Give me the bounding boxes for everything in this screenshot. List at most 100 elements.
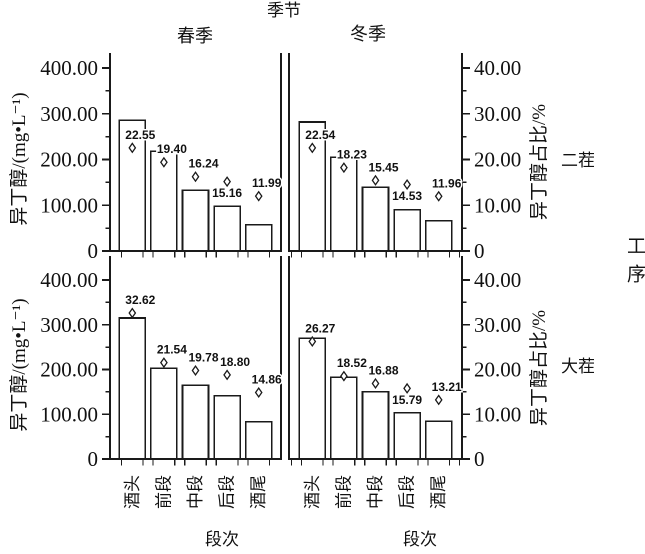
bar xyxy=(361,186,390,252)
y-tick-label: 200.00 xyxy=(40,148,98,172)
diamond-marker-icon xyxy=(308,335,317,347)
pct-value-label: 13.21 xyxy=(432,380,462,394)
pct-value-label: 15.45 xyxy=(368,160,398,174)
left-y-axis-title-bottom: 异丁醇/(mg•L⁻¹) xyxy=(9,298,30,432)
diamond-marker-icon xyxy=(403,382,411,394)
bar xyxy=(424,220,453,252)
pct-value-label: 26.27 xyxy=(305,321,335,335)
bar xyxy=(244,224,273,252)
y-tick-label: 400.00 xyxy=(40,268,98,292)
y-tick-label: 40.00 xyxy=(474,56,521,80)
bar xyxy=(330,376,358,460)
y-tick-label: 30.00 xyxy=(474,313,521,337)
y-tick-label: 0 xyxy=(474,447,485,471)
pct-value-label: 11.99 xyxy=(252,176,282,190)
y-tick-label: 30.00 xyxy=(474,102,521,126)
column-title-winter: 冬季 xyxy=(350,24,386,44)
diamond-marker-icon xyxy=(223,176,231,188)
diamond-marker-icon xyxy=(434,190,443,202)
pct-value-label: 18.23 xyxy=(337,148,367,162)
y-tick-label: 0 xyxy=(88,239,99,263)
pct-value-label: 32.62 xyxy=(125,293,155,307)
pct-value-label: 18.80 xyxy=(220,355,250,369)
right-y-axis-title-bottom: 异丁醇占比/% xyxy=(529,309,550,427)
bar xyxy=(213,395,241,460)
bar xyxy=(118,317,147,460)
category-label: 酒头 xyxy=(303,475,322,509)
figure-title: 季节 xyxy=(267,1,301,20)
y-tick-label: 0 xyxy=(88,447,99,471)
pct-value-label: 16.24 xyxy=(188,157,218,171)
y-tick-label: 300.00 xyxy=(40,313,98,337)
diamond-marker-icon xyxy=(191,171,200,183)
y-tick-label: 10.00 xyxy=(474,193,521,217)
y-tick-label: 20.00 xyxy=(474,148,521,172)
right-y-axis-title-top: 异丁醇占比/% xyxy=(529,103,550,221)
category-label: 前段 xyxy=(334,475,353,509)
row-title-daca: 大茬 xyxy=(561,357,595,376)
pct-value-label: 19.78 xyxy=(188,350,218,364)
category-label: 酒头 xyxy=(123,475,142,509)
diamond-marker-icon xyxy=(160,156,168,168)
diamond-marker-icon xyxy=(223,369,231,381)
pct-value-label: 22.54 xyxy=(305,128,335,142)
pct-value-label: 14.86 xyxy=(252,373,282,387)
y-tick-label: 100.00 xyxy=(40,402,98,426)
diamond-marker-icon xyxy=(371,377,380,389)
pct-value-label: 21.54 xyxy=(157,343,187,357)
diamond-marker-icon xyxy=(128,142,137,154)
row-title-erca: 二茬 xyxy=(561,151,595,170)
x-axis-title-left: 段次 xyxy=(205,530,239,549)
pct-value-label: 15.79 xyxy=(392,393,422,407)
pct-value-label: 18.52 xyxy=(337,356,367,370)
diamond-marker-icon xyxy=(340,370,348,382)
category-label: 中段 xyxy=(186,475,205,509)
pct-value-label: 16.88 xyxy=(368,363,398,377)
y-tick-label: 300.00 xyxy=(40,102,98,126)
diamond-marker-icon xyxy=(308,142,317,154)
y-tick-label: 400.00 xyxy=(40,56,98,80)
pct-value-label: 14.53 xyxy=(392,189,422,203)
y-tick-label: 0 xyxy=(474,239,485,263)
pct-value-label: 15.16 xyxy=(212,186,242,200)
bar xyxy=(361,391,390,460)
bar xyxy=(213,205,241,252)
category-label: 后段 xyxy=(398,475,417,509)
category-label: 酒尾 xyxy=(429,475,448,509)
pct-value-label: 22.55 xyxy=(125,128,155,142)
bar xyxy=(298,337,327,460)
x-axis-title-right: 段次 xyxy=(403,530,437,549)
diamond-marker-icon xyxy=(160,357,168,369)
y-tick-label: 200.00 xyxy=(40,358,98,382)
diamond-marker-icon xyxy=(371,174,380,186)
category-label: 前段 xyxy=(154,475,173,509)
column-title-spring: 春季 xyxy=(177,26,213,46)
bar xyxy=(181,189,210,252)
pct-value-label: 11.96 xyxy=(432,176,462,190)
bar xyxy=(393,209,421,252)
y-tick-label: 40.00 xyxy=(474,268,521,292)
y-tick-label: 10.00 xyxy=(474,402,521,426)
diamond-marker-icon xyxy=(254,386,263,399)
bar xyxy=(424,420,453,460)
category-label: 后段 xyxy=(218,475,237,509)
row-group-title: 工序 xyxy=(624,236,645,292)
y-tick-label: 100.00 xyxy=(40,193,98,217)
diamond-marker-icon xyxy=(340,162,348,174)
pct-value-label: 19.40 xyxy=(157,142,187,156)
y-tick-label: 20.00 xyxy=(474,358,521,382)
bar xyxy=(118,119,147,252)
bar xyxy=(181,384,210,460)
bar xyxy=(393,412,421,460)
diamond-marker-icon xyxy=(254,190,263,202)
diamond-marker-icon xyxy=(191,364,200,377)
diamond-marker-icon xyxy=(128,307,137,319)
category-label: 中段 xyxy=(366,475,385,509)
bar xyxy=(150,367,178,460)
category-label: 酒尾 xyxy=(249,475,268,509)
diamond-marker-icon xyxy=(434,394,443,406)
bar xyxy=(244,421,273,460)
diamond-marker-icon xyxy=(403,178,411,191)
